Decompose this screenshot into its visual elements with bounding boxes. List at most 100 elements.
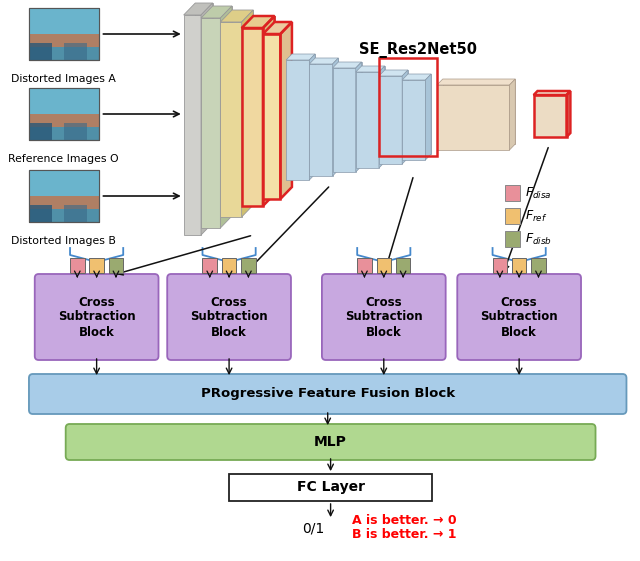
Bar: [29, 170, 99, 196]
Bar: [376, 258, 391, 273]
Polygon shape: [333, 62, 362, 68]
Bar: [29, 8, 99, 60]
FancyBboxPatch shape: [35, 274, 159, 360]
Text: Distorted Images B: Distorted Images B: [12, 236, 116, 246]
Bar: [242, 28, 263, 206]
Polygon shape: [356, 66, 385, 72]
Bar: [64, 205, 87, 222]
Bar: [396, 258, 410, 273]
Text: Cross
Subtraction
Block: Cross Subtraction Block: [58, 296, 136, 338]
Bar: [202, 258, 217, 273]
Bar: [29, 114, 99, 127]
Text: Distorted Images A: Distorted Images A: [12, 74, 116, 84]
FancyBboxPatch shape: [322, 274, 445, 360]
FancyBboxPatch shape: [29, 374, 627, 414]
Bar: [263, 34, 280, 199]
Text: Reference Images O: Reference Images O: [8, 154, 119, 164]
Polygon shape: [242, 10, 253, 217]
Bar: [241, 258, 255, 273]
Polygon shape: [242, 16, 275, 28]
Bar: [109, 258, 124, 273]
Bar: [493, 258, 507, 273]
FancyBboxPatch shape: [457, 274, 581, 360]
Bar: [29, 8, 99, 34]
Bar: [201, 18, 220, 228]
Bar: [90, 258, 104, 273]
Bar: [534, 95, 566, 137]
Text: MLP: MLP: [314, 435, 347, 449]
Text: $F_{ref}$: $F_{ref}$: [525, 209, 547, 223]
Text: B is better. → 1: B is better. → 1: [352, 528, 456, 541]
Bar: [29, 43, 52, 60]
Polygon shape: [509, 79, 515, 150]
Bar: [362, 66, 385, 162]
Polygon shape: [220, 10, 253, 22]
Text: SE_Res2Net50: SE_Res2Net50: [358, 42, 477, 58]
Bar: [512, 258, 526, 273]
Text: Cross
Subtraction
Block: Cross Subtraction Block: [190, 296, 268, 338]
Polygon shape: [201, 6, 232, 18]
Bar: [408, 74, 431, 154]
Bar: [437, 85, 509, 150]
Polygon shape: [280, 22, 292, 199]
Bar: [29, 88, 99, 114]
Bar: [385, 70, 408, 158]
Text: 0/1: 0/1: [302, 521, 324, 535]
Bar: [531, 258, 546, 273]
Polygon shape: [437, 79, 515, 85]
Bar: [70, 258, 84, 273]
FancyBboxPatch shape: [66, 424, 596, 460]
Bar: [505, 208, 520, 224]
Bar: [184, 15, 201, 235]
Polygon shape: [426, 74, 431, 160]
Polygon shape: [534, 91, 570, 95]
Bar: [222, 258, 236, 273]
Bar: [292, 54, 315, 174]
Polygon shape: [309, 54, 315, 180]
Bar: [402, 80, 426, 160]
Bar: [220, 22, 242, 217]
Bar: [64, 43, 87, 60]
Polygon shape: [184, 3, 212, 15]
Text: $F_{disb}$: $F_{disb}$: [525, 232, 552, 246]
Polygon shape: [263, 16, 275, 206]
Bar: [29, 205, 52, 222]
Text: $F_{disa}$: $F_{disa}$: [525, 186, 552, 200]
Polygon shape: [402, 70, 408, 164]
Polygon shape: [309, 58, 339, 64]
Bar: [379, 58, 437, 156]
Text: A is better. → 0: A is better. → 0: [352, 513, 456, 527]
Bar: [29, 123, 52, 140]
Polygon shape: [286, 54, 315, 60]
Text: Cross
Subtraction
Block: Cross Subtraction Block: [481, 296, 558, 338]
Bar: [64, 123, 87, 140]
Bar: [315, 58, 339, 170]
Bar: [253, 16, 275, 194]
Polygon shape: [402, 74, 431, 80]
Bar: [29, 170, 99, 222]
Bar: [505, 231, 520, 247]
Polygon shape: [379, 70, 408, 76]
Text: FC Layer: FC Layer: [296, 481, 365, 494]
Polygon shape: [201, 3, 212, 235]
Bar: [29, 88, 99, 140]
Bar: [242, 28, 263, 206]
Text: PRogressive Feature Fusion Block: PRogressive Feature Fusion Block: [201, 388, 455, 401]
Bar: [29, 8, 99, 60]
Bar: [379, 76, 402, 164]
Bar: [339, 62, 362, 166]
Bar: [505, 185, 520, 201]
Polygon shape: [379, 66, 385, 168]
Text: Cross
Subtraction
Block: Cross Subtraction Block: [345, 296, 422, 338]
Bar: [29, 88, 99, 140]
Polygon shape: [263, 22, 292, 34]
Polygon shape: [566, 91, 570, 137]
Polygon shape: [333, 58, 339, 176]
Bar: [538, 91, 570, 133]
Bar: [309, 64, 333, 176]
Bar: [29, 196, 99, 209]
Bar: [29, 34, 99, 47]
Bar: [275, 22, 292, 187]
Polygon shape: [356, 62, 362, 172]
Bar: [356, 72, 379, 168]
